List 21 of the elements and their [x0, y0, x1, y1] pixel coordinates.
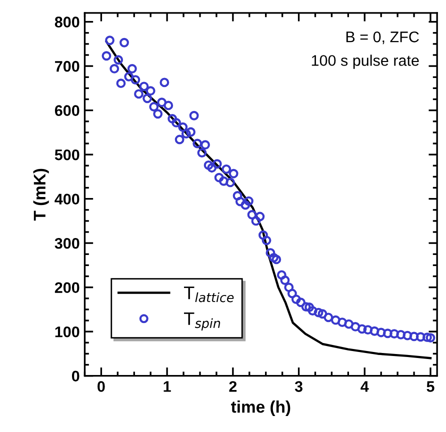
y-axis-title: T (mK)	[33, 168, 49, 221]
x-axis-title: time (h)	[231, 400, 290, 416]
x-tick-label: 3	[294, 381, 302, 392]
x-tick-label: 4	[360, 381, 369, 392]
y-tick-label: 0	[72, 370, 80, 382]
y-tick-label: 200	[54, 282, 80, 294]
y-tick-label: 800	[54, 16, 80, 28]
x-tick-label: 0	[98, 381, 105, 392]
annotation: B = 0, ZFC	[346, 32, 419, 44]
x-tick-label: 2	[229, 381, 237, 392]
annotation: 100 s pulse rate	[312, 54, 419, 69]
y-tick-label: 400	[54, 194, 80, 205]
y-tick-label: 300	[54, 238, 80, 249]
legend-label: T$_{lattice}$	[184, 286, 234, 302]
y-tick-label: 500	[54, 149, 80, 160]
y-tick-label: 700	[55, 60, 80, 72]
y-tick-label: 600	[54, 105, 80, 116]
x-tick-label: 1	[164, 381, 171, 392]
y-tick-label: 100	[55, 326, 80, 338]
legend-label: T$_{spin}$	[184, 312, 220, 331]
x-tick-label: 5	[426, 381, 434, 392]
